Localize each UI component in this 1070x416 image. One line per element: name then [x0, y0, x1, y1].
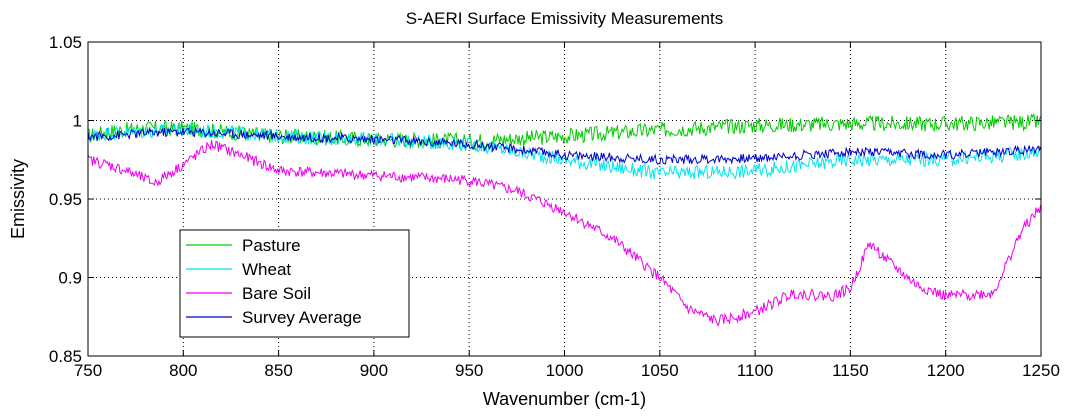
- legend-box: [179, 229, 410, 338]
- x-tick-label: 900: [360, 361, 388, 380]
- y-axis-label: Emissivity: [8, 159, 28, 239]
- series-line-pasture: [87, 112, 1042, 151]
- x-tick-label: 750: [74, 361, 102, 380]
- legend: Pasture Wheat Bare Soil Survey Average: [179, 229, 410, 338]
- y-tick-label: 0.9: [58, 269, 82, 288]
- series-line-survey-average: [87, 126, 1042, 165]
- y-tick-label: 1.05: [49, 33, 82, 52]
- legend-label: Wheat: [242, 260, 291, 279]
- x-tick-label: 850: [264, 361, 292, 380]
- legend-label: Survey Average: [242, 308, 362, 327]
- x-tick-label: 800: [169, 361, 197, 380]
- x-tick-label: 1200: [927, 361, 965, 380]
- legend-label: Bare Soil: [242, 284, 311, 303]
- y-tick-label: 1: [73, 112, 82, 131]
- series-line-bare-soil: [87, 139, 1042, 327]
- y-tick-label: 0.95: [49, 190, 82, 209]
- x-tick-label: 950: [455, 361, 483, 380]
- chart-title: S-AERI Surface Emissivity Measurements: [406, 9, 723, 28]
- axis-ticks: 750 800 850 900 950 1000 1050 1100 1150 1200 1250 0…: [49, 33, 1060, 380]
- y-tick-label: 0.85: [49, 347, 82, 366]
- x-tick-label: 1100: [737, 361, 774, 380]
- x-tick-label: 1050: [641, 361, 679, 380]
- x-tick-label: 1150: [832, 361, 869, 380]
- data-series: [87, 112, 1042, 327]
- x-axis-label: Wavenumber (cm-1): [483, 389, 646, 409]
- x-tick-label: 1000: [546, 361, 584, 380]
- legend-label: Pasture: [242, 236, 301, 255]
- x-tick-label: 1250: [1022, 361, 1060, 380]
- grid-lines: [88, 42, 1041, 356]
